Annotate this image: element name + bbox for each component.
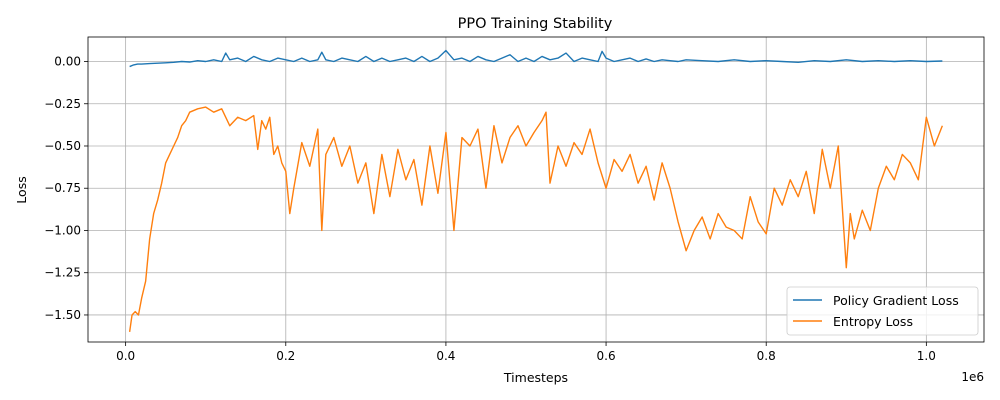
legend-box xyxy=(786,286,979,336)
x-tick-label: 0.2 xyxy=(276,349,295,363)
legend: Policy Gradient Loss Entropy Loss xyxy=(786,286,979,336)
x-tick-label: 1.0 xyxy=(917,349,936,363)
y-axis-ticks: 0.00 −0.25 −0.50 −0.75 −1.00 −1.25 −1.50 xyxy=(44,55,88,322)
y-tick-label: 0.00 xyxy=(54,55,81,69)
series-line-entropy-loss xyxy=(128,106,944,332)
x-axis-ticks: 0.0 0.2 0.4 0.6 0.8 1.0 xyxy=(116,342,936,363)
chart-title: PPO Training Stability xyxy=(458,16,613,32)
plot-frame xyxy=(87,36,985,343)
x-tick-label: 0.4 xyxy=(436,349,455,363)
y-tick-label: −0.75 xyxy=(44,181,81,195)
legend-label-entropy-loss: Entropy Loss xyxy=(833,314,913,329)
x-tick-label: 0.0 xyxy=(116,349,135,363)
x-axis-offset-label: 1e6 xyxy=(961,370,984,384)
series-line-policy-gradient-loss xyxy=(129,49,943,68)
legend-label-policy-gradient-loss: Policy Gradient Loss xyxy=(833,293,959,308)
series-lines xyxy=(128,49,944,332)
y-axis-label: Loss xyxy=(14,176,29,203)
x-tick-label: 0.8 xyxy=(757,349,776,363)
x-tick-label: 0.6 xyxy=(597,349,616,363)
x-axis-label: Timesteps xyxy=(503,370,568,385)
y-tick-label: −1.25 xyxy=(44,266,81,280)
y-tick-label: −0.50 xyxy=(44,139,81,153)
y-tick-label: −1.00 xyxy=(44,223,81,237)
y-tick-label: −1.50 xyxy=(44,308,81,322)
y-tick-label: −0.25 xyxy=(44,97,81,111)
